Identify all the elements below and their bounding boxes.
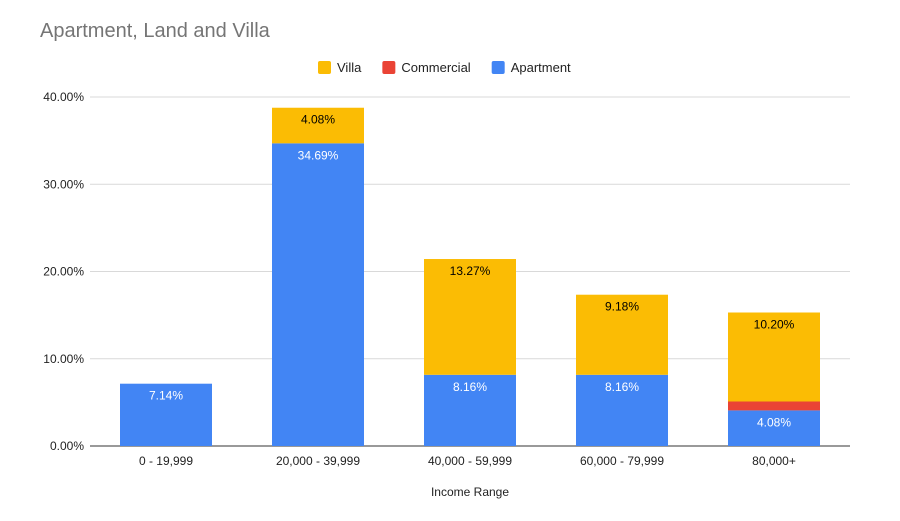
y-tick-label: 20.00% xyxy=(43,265,84,279)
data-label-apartment: 4.08% xyxy=(757,415,791,429)
data-label-apartment: 8.16% xyxy=(605,380,639,394)
x-tick-label: 80,000+ xyxy=(752,454,796,468)
legend-label-apartment: Apartment xyxy=(511,60,571,75)
bar-apartment xyxy=(576,374,668,446)
x-axis-title: Income Range xyxy=(431,485,509,499)
data-label-apartment: 7.14% xyxy=(149,389,183,403)
bar-apartment xyxy=(424,374,516,446)
legend-swatch-commercial xyxy=(382,61,396,74)
chart-title: Apartment, Land and Villa xyxy=(40,20,270,42)
x-tick-label: 60,000 - 79,999 xyxy=(580,454,664,468)
legend-swatch-villa xyxy=(318,61,331,74)
data-label-villa: 9.18% xyxy=(605,300,639,314)
data-label-villa: 10.20% xyxy=(754,318,795,332)
x-tick-label: 40,000 - 59,999 xyxy=(428,454,512,468)
data-label-villa: 13.27% xyxy=(450,264,491,278)
y-tick-label: 0.00% xyxy=(50,439,84,453)
bar-villa xyxy=(424,259,516,375)
legend-label-villa: Villa xyxy=(337,60,362,75)
bar-apartment xyxy=(120,383,212,446)
legend-swatch-apartment xyxy=(491,61,505,74)
x-tick-label: 20,000 - 39,999 xyxy=(276,454,360,468)
y-tick-label: 10.00% xyxy=(43,352,84,366)
bar-villa xyxy=(272,107,364,144)
data-label-villa: 4.08% xyxy=(301,113,335,127)
y-tick-label: 30.00% xyxy=(43,177,84,191)
y-tick-label: 40.00% xyxy=(43,90,84,104)
legend-label-commercial: Commercial xyxy=(401,60,470,75)
bar-villa xyxy=(728,312,820,402)
data-label-apartment: 8.16% xyxy=(453,380,487,394)
bar-apartment xyxy=(728,410,820,446)
bar-commercial xyxy=(728,401,820,411)
bar-apartment xyxy=(272,143,364,446)
x-tick-label: 0 - 19,999 xyxy=(139,454,193,468)
bar-villa xyxy=(576,294,668,375)
data-label-apartment: 34.69% xyxy=(298,148,339,162)
